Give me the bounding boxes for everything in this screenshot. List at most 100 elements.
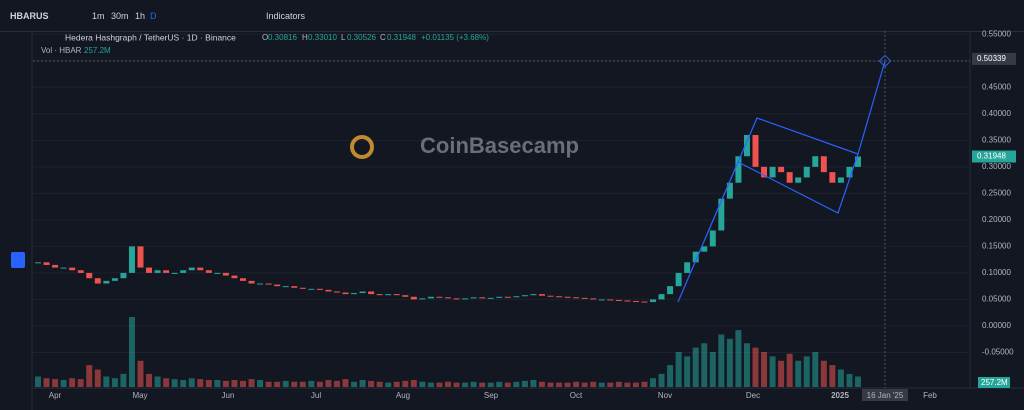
target-line	[857, 60, 886, 155]
candle	[205, 270, 212, 273]
volume-bar	[615, 381, 622, 387]
flag-pattern	[677, 117, 859, 303]
volume-bar	[282, 380, 289, 387]
volume-marker	[978, 377, 1010, 388]
volume-bar	[453, 382, 460, 387]
x-tick-label: Jun	[222, 391, 235, 400]
volume-bar	[735, 330, 742, 387]
y-tick-label: 0.55000	[982, 29, 1011, 38]
volume-bar	[718, 334, 725, 387]
legend-title: Hedera Hashgraph / TetherUS · 1D · Binan…	[65, 32, 236, 42]
volume-bar	[786, 353, 793, 387]
watermark: CoinBasecamp	[420, 133, 579, 158]
candle	[667, 286, 674, 295]
volume-bar	[368, 380, 375, 387]
volume-bar	[316, 381, 323, 387]
volume-bar	[146, 373, 153, 387]
volume-bar	[222, 380, 229, 387]
candle	[154, 270, 161, 273]
candle	[615, 299, 622, 301]
candle	[650, 299, 656, 303]
candle	[709, 230, 716, 247]
volume-bar	[35, 376, 41, 387]
candle	[598, 299, 605, 301]
candle	[795, 177, 802, 183]
volume-bar	[257, 380, 264, 387]
legend-change: +0.01135 (+3.68%)	[421, 33, 489, 42]
candle	[590, 298, 597, 300]
volume-bar	[530, 380, 537, 387]
volume-bar	[231, 380, 238, 387]
candle	[547, 295, 554, 297]
volume-bar	[795, 360, 802, 387]
candle	[837, 177, 844, 183]
target-point	[878, 54, 892, 68]
interval[interactable]: 1m	[92, 11, 105, 21]
candle	[436, 296, 443, 298]
volume-bar	[197, 379, 204, 387]
interval[interactable]: 30m	[111, 11, 129, 21]
volume-bar	[538, 381, 545, 387]
x-tick-label: Sep	[484, 391, 499, 400]
volume-bar	[427, 382, 434, 387]
candle	[111, 278, 118, 281]
candle	[385, 294, 392, 296]
volume-bar	[77, 379, 84, 387]
candle	[624, 300, 631, 302]
volume-bar	[726, 338, 733, 387]
volume-bar	[479, 382, 486, 387]
candle	[35, 262, 41, 264]
symbol[interactable]: HBARUS	[10, 11, 49, 21]
interval[interactable]: 1h	[135, 11, 146, 21]
candle	[163, 270, 170, 273]
candle	[735, 156, 742, 183]
candle	[52, 264, 59, 268]
legend-o-label: O	[262, 33, 268, 42]
volume-bar	[684, 356, 691, 387]
volume-bar	[376, 381, 383, 387]
candle	[632, 301, 639, 303]
candle	[675, 272, 682, 287]
volume-bar	[342, 379, 349, 387]
y-tick-label: 0.30000	[982, 162, 1011, 171]
volume-bar	[171, 379, 178, 387]
candle	[803, 166, 810, 178]
interval[interactable]: D	[150, 11, 157, 21]
candle	[573, 297, 580, 299]
candle	[846, 166, 853, 178]
volume-bar	[248, 379, 255, 387]
candle	[94, 278, 101, 284]
candle	[419, 298, 426, 300]
candle	[556, 296, 563, 298]
candle	[128, 246, 135, 273]
candle	[316, 288, 323, 290]
candle	[820, 156, 827, 173]
candle	[658, 294, 665, 300]
volume-bar	[556, 382, 563, 387]
candle	[282, 286, 289, 288]
legend-l: 0.30526	[347, 33, 376, 42]
volume-bar	[291, 381, 298, 387]
volume-bar	[52, 379, 59, 387]
candle	[137, 246, 144, 268]
candle	[743, 135, 750, 157]
candle	[855, 156, 861, 167]
volume-bar	[487, 382, 494, 387]
volume-bar	[650, 378, 656, 387]
legend-vol-label: Vol · HBAR	[41, 46, 82, 55]
volume-bar	[504, 382, 511, 387]
candle	[359, 291, 366, 294]
candle	[171, 272, 178, 274]
volume-bar	[240, 380, 246, 387]
x-tick-label: 2025	[831, 391, 849, 400]
candle	[513, 296, 520, 298]
candle	[325, 289, 332, 292]
candle	[453, 298, 460, 300]
volume-bar	[607, 382, 614, 387]
candle	[410, 296, 417, 300]
magnet-tool[interactable]	[11, 252, 25, 268]
price-marker-label: 0.31948	[977, 152, 1006, 161]
x-tick-label: Oct	[570, 391, 583, 400]
indicators-button[interactable]: Indicators	[266, 11, 306, 21]
